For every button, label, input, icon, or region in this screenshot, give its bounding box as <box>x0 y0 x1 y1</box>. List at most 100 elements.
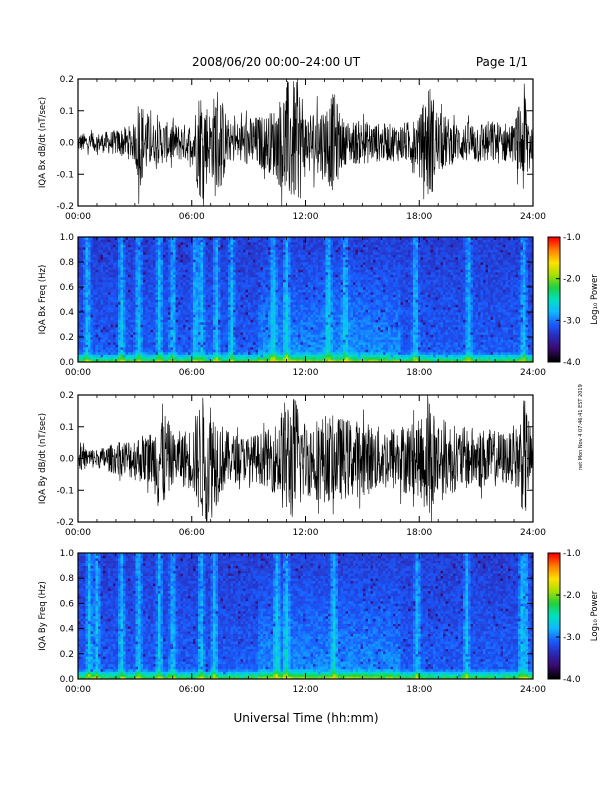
heatmap-cell <box>100 299 104 303</box>
heatmap-cell <box>213 349 216 353</box>
heatmap-cell <box>295 302 299 305</box>
heatmap-cell <box>273 267 276 270</box>
heatmap-cell <box>190 267 194 270</box>
heatmap-cell <box>273 254 276 258</box>
heatmap-cell <box>200 252 204 255</box>
heatmap-cell <box>198 302 201 305</box>
heatmap-cell <box>308 269 311 273</box>
heatmap-cell <box>148 342 151 345</box>
heatmap-cell <box>305 259 309 263</box>
heatmap-cell <box>200 327 204 330</box>
heatmap-cell <box>183 357 186 360</box>
heatmap-cell <box>318 327 321 330</box>
heatmap-cell <box>98 247 101 250</box>
heatmap-cell <box>280 334 284 338</box>
heatmap-cell <box>288 312 291 315</box>
heatmap-cell <box>180 354 184 358</box>
heatmap-cell <box>240 327 244 330</box>
heatmap-cell <box>288 337 291 340</box>
heatmap-cell <box>180 282 184 285</box>
heatmap-cell <box>163 297 166 300</box>
heatmap-cell <box>205 317 209 320</box>
heatmap-cell <box>198 354 201 358</box>
heatmap-cell <box>243 317 246 320</box>
heatmap-cell <box>280 329 284 333</box>
heatmap-cell <box>220 317 224 320</box>
heatmap-cell <box>268 292 271 295</box>
heatmap-cell <box>213 317 216 320</box>
heatmap-cell <box>80 299 84 303</box>
heatmap-cell <box>78 359 81 363</box>
heatmap-cell <box>280 289 284 293</box>
heatmap-cell <box>155 319 159 323</box>
heatmap-cell <box>270 267 274 270</box>
heatmap-cell <box>240 237 244 240</box>
heatmap-cell <box>173 347 176 350</box>
heatmap-cell <box>308 317 311 320</box>
heatmap-cell <box>88 287 91 290</box>
heatmap-cell <box>280 327 284 330</box>
heatmap-cell <box>220 292 224 295</box>
heatmap-cell <box>293 287 296 290</box>
heatmap-cell <box>83 339 86 343</box>
heatmap-cell <box>130 287 134 290</box>
heatmap-cell <box>145 292 149 295</box>
heatmap-cell <box>98 304 101 308</box>
heatmap-cell <box>140 297 144 300</box>
heatmap-cell <box>315 262 319 265</box>
heatmap-cell <box>215 274 219 278</box>
heatmap-cell <box>153 302 156 305</box>
heatmap-cell <box>188 247 191 250</box>
heatmap-cell <box>108 237 111 240</box>
heatmap-cell <box>315 349 319 353</box>
heatmap-cell <box>168 254 171 258</box>
heatmap-cell <box>320 244 324 248</box>
heatmap-cell <box>193 314 196 318</box>
heatmap-cell <box>125 359 129 363</box>
heatmap-cell <box>295 249 299 253</box>
heatmap-cell <box>283 342 286 345</box>
heatmap-cell <box>185 357 189 360</box>
heatmap-cell <box>80 254 84 258</box>
heatmap-cell <box>178 249 181 253</box>
heatmap-cell <box>313 357 316 360</box>
heatmap-cell <box>103 262 106 265</box>
heatmap-cell <box>133 327 136 330</box>
heatmap-cell <box>93 357 96 360</box>
heatmap-cell <box>238 322 241 325</box>
heatmap-cell <box>300 299 304 303</box>
heatmap-cell <box>95 312 99 315</box>
heatmap-cell <box>310 262 314 265</box>
heatmap-cell <box>135 329 139 333</box>
heatmap-cell <box>298 254 301 258</box>
heatmap-cell <box>233 309 236 313</box>
heatmap-cell <box>268 354 271 358</box>
heatmap-cell <box>103 282 106 285</box>
heatmap-cell <box>230 314 234 318</box>
heatmap-cell <box>263 349 266 353</box>
heatmap-cell <box>298 257 301 260</box>
heatmap-cell <box>208 269 211 273</box>
heatmap-cell <box>188 319 191 323</box>
heatmap-cell <box>298 319 301 323</box>
heatmap-cell <box>278 294 281 298</box>
heatmap-cell <box>148 252 151 255</box>
heatmap-cell <box>225 249 229 253</box>
heatmap-cell <box>173 332 176 335</box>
heatmap-cell <box>180 294 184 298</box>
heatmap-cell <box>143 267 146 270</box>
heatmap-cell <box>103 272 106 275</box>
heatmap-cell <box>190 339 194 343</box>
heatmap-cell <box>298 237 301 240</box>
heatmap-cell <box>103 249 106 253</box>
heatmap-cell <box>83 319 86 323</box>
heatmap-cell <box>145 269 149 273</box>
heatmap-cell <box>130 274 134 278</box>
heatmap-cell <box>163 277 166 280</box>
heatmap-cell <box>163 327 166 330</box>
heatmap-cell <box>278 337 281 340</box>
heatmap-cell <box>195 307 199 310</box>
heatmap-cell <box>123 354 126 358</box>
heatmap-cell <box>95 327 99 330</box>
heatmap-cell <box>215 272 219 275</box>
